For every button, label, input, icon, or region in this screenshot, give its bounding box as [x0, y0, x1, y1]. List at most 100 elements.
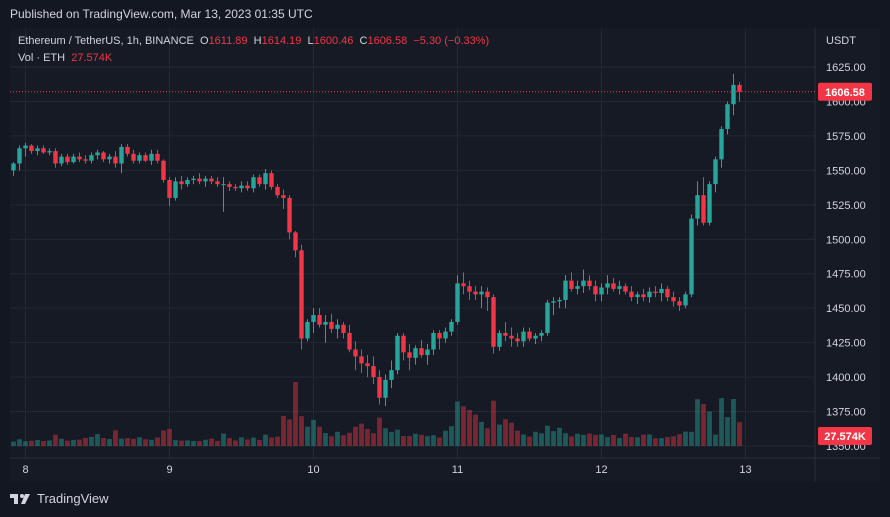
candle-body	[101, 152, 106, 160]
candle-body	[557, 299, 562, 302]
last-markers: 1606.58 27.574K	[10, 82, 872, 445]
candle-body	[461, 283, 466, 287]
volume-bar	[731, 398, 736, 446]
volume-bar	[407, 436, 412, 446]
candle-body	[617, 286, 622, 289]
brand-name: TradingView	[37, 491, 109, 506]
candle-body	[731, 84, 736, 105]
candle-body	[611, 283, 616, 289]
candle-body	[629, 291, 634, 298]
symbol-legend: Ethereum / TetherUS, 1h, BINANCE O1611.8…	[18, 35, 489, 47]
volume-bar	[251, 437, 256, 446]
candle-body	[131, 153, 136, 161]
candle-body	[467, 286, 472, 292]
volume-bar	[497, 424, 502, 446]
candle-body	[347, 332, 352, 350]
candle-body	[47, 151, 52, 153]
volume-bar	[455, 401, 460, 446]
volume-bar	[599, 434, 604, 446]
axis-unit: USDT	[826, 35, 856, 47]
candle-body	[509, 335, 514, 339]
volume-bar	[137, 437, 142, 446]
volume-bar	[647, 434, 652, 446]
candle-body	[11, 163, 16, 171]
volume-label: Vol · ETH	[18, 52, 66, 64]
volume-bar	[575, 433, 580, 446]
open-value: 1611.89	[208, 35, 248, 47]
volume-bar	[107, 439, 112, 446]
candle-body	[269, 173, 274, 187]
published-text: Published on TradingView.com, Mar 13, 20…	[10, 7, 313, 21]
volume-bar	[35, 439, 40, 446]
candle-body	[725, 104, 730, 130]
candle-body	[143, 155, 148, 161]
volume-bar	[719, 398, 724, 446]
candle-body	[221, 184, 226, 186]
volume-bar	[449, 426, 454, 446]
candle-body	[401, 335, 406, 353]
low-value: 1600.46	[313, 35, 354, 47]
volume-bar	[479, 421, 484, 446]
volume-bar	[551, 431, 556, 446]
candle-body	[431, 332, 436, 350]
volume-bar	[533, 431, 538, 446]
candle-body	[245, 185, 250, 189]
candle-body	[335, 324, 340, 329]
volume-bar	[269, 437, 274, 446]
volume-bar	[305, 426, 310, 446]
candle-body	[503, 332, 508, 336]
volume-bar	[545, 425, 550, 446]
candle-body	[149, 153, 154, 161]
symbol-name: Ethereum / TetherUS, 1h, BINANCE	[18, 35, 194, 47]
last-volume-badge	[818, 427, 872, 445]
candle-body	[119, 146, 124, 164]
volume-bar	[611, 434, 616, 446]
volume-bar	[287, 419, 292, 446]
volume-bar	[203, 439, 208, 446]
candle-body	[587, 280, 592, 287]
candle-body	[671, 297, 676, 302]
volume-bar	[209, 438, 214, 446]
volume-bar	[401, 435, 406, 446]
volume-bar	[17, 439, 22, 446]
candle-body	[443, 331, 448, 339]
volume-bar	[509, 422, 514, 446]
volume-bar	[569, 436, 574, 446]
tradingview-logo[interactable]: TradingView	[10, 491, 109, 506]
volume-bar	[683, 431, 688, 446]
volume-bar	[443, 430, 448, 446]
candle-body	[113, 156, 118, 164]
candle-body	[239, 185, 244, 189]
volume-bar	[473, 414, 478, 446]
volume-bar	[365, 429, 370, 446]
volume-bar	[689, 431, 694, 446]
volume-bar	[47, 440, 52, 446]
volume-bar	[701, 404, 706, 446]
volume-bar	[605, 437, 610, 446]
candle-body	[197, 178, 202, 182]
volume-bar	[119, 438, 124, 446]
volume-bar	[377, 417, 382, 446]
x-tick-label: 12	[595, 464, 607, 476]
candle-body	[413, 348, 418, 358]
candle-body	[605, 283, 610, 288]
volume-bar	[581, 434, 586, 446]
volume-bar	[65, 440, 70, 446]
volume-bar	[395, 429, 400, 446]
candle-body	[647, 291, 652, 298]
volume-bar	[197, 441, 202, 446]
volume-bar	[635, 437, 640, 446]
candle-body	[533, 335, 538, 339]
candles	[11, 73, 742, 407]
open-label: O	[200, 35, 209, 47]
candle-body	[71, 156, 76, 163]
candle-body	[359, 356, 364, 364]
candle-body	[455, 283, 460, 322]
publish-header: Published on TradingView.com, Mar 13, 20…	[0, 0, 890, 28]
last-volume-label: 27.574K	[824, 431, 866, 443]
y-tick-label: 1475.00	[826, 269, 866, 281]
volume-bar	[335, 431, 340, 446]
y-tick-label: 1625.00	[826, 62, 866, 74]
volume-bar	[491, 400, 496, 446]
